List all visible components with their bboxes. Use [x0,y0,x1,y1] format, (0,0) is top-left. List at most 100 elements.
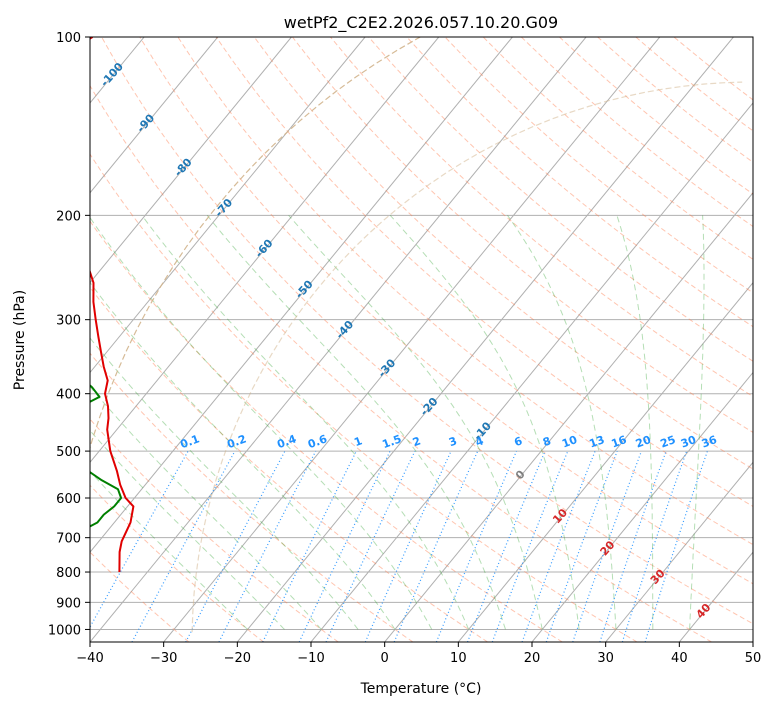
plot-frame [89,36,754,643]
mixing-ratio-line [599,450,667,642]
moist-adiabat-line [507,215,617,630]
sounding-lines [90,37,135,573]
isotherm-line [90,37,587,642]
x-tick-label: 50 [745,651,762,666]
dewpoint-trace [90,384,123,528]
y-tick-label: 800 [56,566,81,581]
mixing-ratio-line [364,450,452,642]
isotherm-line [0,37,70,642]
moist-adiabat-line [206,214,506,630]
mixing-ratio-line [572,450,643,642]
y-tick-label: 500 [56,445,81,460]
mixing-ratio-label: 20 [634,433,653,451]
mixing-ratio-line [521,450,596,642]
dry-adiabat-line [90,484,264,642]
mixing-ratio-labels: 0.1 0.2 0.4 0.6 1 1.5 2 3 4 6 8 10 13 16 20 25 30 36 [179,432,719,451]
mixing-ratio-label: 2 [411,434,423,449]
dry-adiabat-line [139,37,753,585]
moist-adiabat-line [389,214,580,630]
mixing-ratio-line [90,450,189,629]
x-tick-label: −30 [150,651,177,666]
y-tick-label: 200 [56,209,81,224]
mixing-ratio-label: 8 [541,434,553,449]
dry-adiabat-line [177,37,753,546]
x-tick-label: −40 [76,651,103,666]
moist-adiabat-line [616,215,654,630]
y-tick-label: 600 [56,492,81,507]
y-tick-label: 1000 [48,623,81,638]
isotherm-line [163,37,661,642]
dry-adiabat-line [90,220,563,642]
mixing-ratio-line [621,450,688,642]
mixing-ratio-line [185,450,286,642]
isotherm-line [310,102,753,642]
x-tick-label: −20 [224,651,251,666]
mixing-ratio-label: 25 [659,433,678,450]
mixing-ratio-line [466,450,546,642]
x-tick-label: 20 [524,651,541,666]
mixing-ratio-line [218,450,317,642]
dry-adiabat-line [90,84,712,642]
isotherm-line [90,37,513,553]
mixing-ratio-label: 30 [679,433,698,451]
dry-adiabat-line [90,418,339,642]
x-tick-label: −10 [297,651,324,666]
plot-background [90,37,753,642]
y-axis-label: Pressure (hPa) [12,290,28,390]
y-tick-label: 700 [56,532,81,547]
background-lines [0,37,753,642]
isotherm-line [605,461,753,642]
chart-title: wetPf2_C2E2.2026.057.10.20.G09 [284,13,558,33]
moist-adiabat-line [90,470,248,630]
moist-adiabat-line [90,385,322,630]
mixing-ratio-label: 0.2 [225,432,248,451]
isotherm-line [90,37,219,194]
x-tick-label: 0 [381,651,389,666]
moist-adiabat-line [90,216,433,630]
isotherm-line [752,641,753,642]
x-axis-ticks: −40 −30 −20 −10 0 10 20 30 40 50 [76,642,761,666]
mixing-ratio-label: 0.4 [275,432,298,451]
isotherm-line [531,371,753,642]
dry-adiabat-line [215,37,753,507]
isotherm-line [90,37,292,284]
mixing-ratio-line [491,450,569,642]
dry-adiabat-line [90,551,190,642]
mixing-ratio-label: 0.1 [179,432,202,451]
x-tick-label: 40 [671,651,688,666]
y-axis-ticks: 1000 900 800 700 600 500 400 300 200 100 [48,31,90,638]
dry-adiabat-line [292,37,753,433]
mixing-ratio-label: 1 [352,434,364,449]
moist-adiabat-line [90,281,396,630]
isotherm-line [90,37,366,374]
dry-adiabat-line [101,37,753,625]
temperature-trace [90,37,135,573]
y-tick-label: 300 [56,314,81,329]
isotherm-line [236,37,734,642]
dry-adiabat-line [90,286,488,642]
x-tick-label: 10 [450,651,467,666]
y-tick-label: 900 [56,596,81,611]
x-tick-label: 30 [597,651,614,666]
mixing-ratio-label: 3 [447,434,459,449]
dry-adiabat-line [90,352,414,642]
isotherm-line [384,192,753,642]
moist-adiabat-line [141,215,470,630]
dry-adiabat-line [406,37,753,328]
mixing-ratio-label: 36 [700,433,719,451]
isotherm-line [90,37,440,464]
mixing-ratio-label: 4 [474,434,486,449]
moist-adiabat-line [90,337,359,630]
mixing-ratio-line [545,450,618,642]
reference-curve [191,81,743,633]
y-tick-label: 100 [56,31,81,46]
mixing-ratio-label: 0.6 [306,432,329,451]
mixing-ratio-label: 13 [587,433,606,450]
dry-adiabat-line [444,37,753,294]
mixing-ratio-label: 16 [610,433,629,451]
mixing-ratio-label: 1.5 [381,432,404,451]
x-axis-label: Temperature (°C) [360,681,482,697]
mixing-ratio-line [435,450,518,642]
y-tick-label: 400 [56,388,81,403]
dry-adiabat-line [330,37,753,398]
